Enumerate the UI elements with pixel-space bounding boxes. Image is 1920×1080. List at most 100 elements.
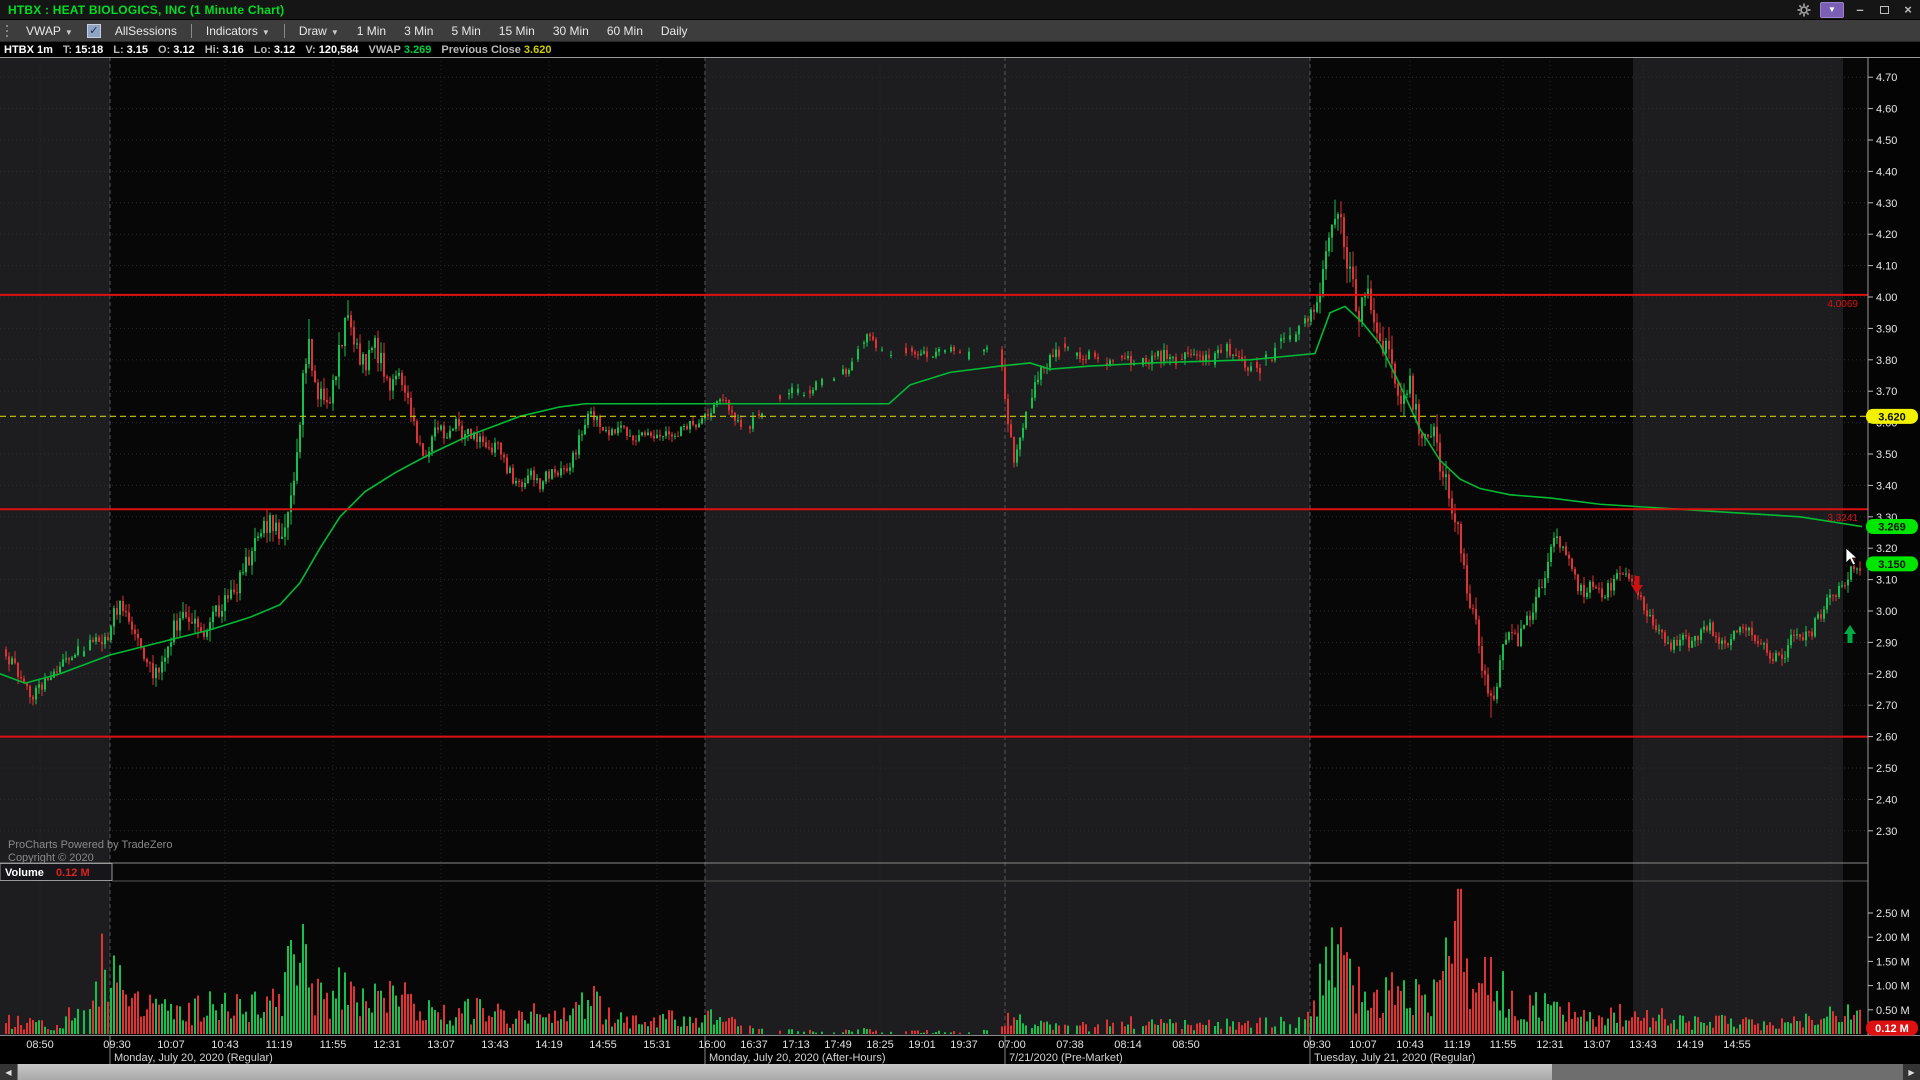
volume-tick-label: 0.50 M [1876,1005,1910,1017]
toolbar-button-allsessions[interactable]: AllSessions [114,23,177,38]
status-field-label: VWAP [368,43,401,56]
price-tick-label: 4.40 [1876,166,1897,178]
time-tick-label: 12:31 [1536,1039,1564,1051]
scroll-right-button[interactable]: ▶ [1903,1064,1920,1080]
session-date-label: Monday, July 20, 2020 (After-Hours) [709,1052,885,1064]
toolbar-button-3-min[interactable]: 3 Min [404,23,434,38]
status-field-value: 120,584 [318,43,359,56]
status-field-value: 3.12 [273,43,296,56]
status-field-value: 3.15 [126,43,149,56]
arrow-right-icon: ▶ [1908,1067,1915,1077]
scrollbar-track[interactable] [17,1064,1903,1080]
price-tick-label: 2.90 [1876,637,1897,649]
trade-markers [1631,576,1856,643]
watermark: ProCharts Powered by TradeZeroCopyright … [8,839,172,864]
status-field-value: 3.269 [403,43,432,56]
close-button[interactable]: × [1904,1,1912,17]
price-tick-label: 2.80 [1876,669,1897,681]
volume-tick-label: 2.00 M [1876,932,1910,944]
time-axis[interactable]: 08:50 09:30 10:07 10:43 11:19 11:55 12:31 13:07… [0,1036,1920,1064]
time-tick-label: 13:07 [427,1039,455,1051]
buy-arrow-icon [1847,634,1853,643]
time-tick-label: 18:25 [866,1039,894,1051]
status-field-label: Hi: [204,43,220,56]
status-field-label: V: [305,43,316,56]
time-tick-label: 07:38 [1056,1039,1084,1051]
status-field-label: O: [158,43,171,56]
price-tick-label: 4.00 [1876,292,1897,304]
status-field-value: 3.16 [222,43,244,56]
session-date-label: Monday, July 20, 2020 (Regular) [114,1052,273,1064]
price-tick-label: 2.40 [1876,794,1897,806]
toolbar-button-60-min[interactable]: 60 Min [606,23,643,38]
time-tick-label: 08:14 [1114,1039,1142,1051]
time-tick-label: 13:43 [481,1039,509,1051]
price-axis[interactable]: 4.70 4.60 4.50 4.40 4.30 4.20 4.10 4.00 3.90 3.80… [0,57,1920,1064]
settings-gear-icon[interactable] [1796,2,1812,18]
price-tick-label: 2.30 [1876,826,1897,838]
axis-price-badge [1866,519,1918,535]
time-tick-label: 08:50 [26,1039,54,1051]
volume-pane-value: 0.12 M [56,867,90,879]
horizontal-scrollbar[interactable]: ◀ ▶ [0,1064,1920,1080]
time-tick-label: 10:43 [211,1039,239,1051]
layout-dropdown-button[interactable]: ▼ [1820,1,1844,18]
price-tick-label: 2.70 [1876,700,1897,712]
time-tick-label: 07:00 [998,1039,1026,1051]
status-field-label: Previous Close [441,43,521,56]
price-tick-label: 3.10 [1876,575,1897,587]
status-field-label: L: [113,43,124,56]
toolbar-separator [190,23,192,38]
toolbar-grip-icon[interactable] [4,23,10,39]
price-tick-label: 3.20 [1876,543,1897,555]
chart-canvas[interactable]: 4.0069 3.3241 ProCharts Powered by TradeZe… [0,57,1920,1064]
volume-pane-label: Volume [5,867,44,879]
axis-badge-text: 3.150 [1878,559,1906,571]
price-tick-label: 3.00 [1876,606,1897,618]
price-tick-label: 4.10 [1876,261,1897,273]
minimize-button[interactable]: – [1856,1,1864,17]
scroll-left-button[interactable]: ◀ [0,1064,17,1080]
time-tick-label: 14:55 [589,1039,617,1051]
status-field-label: Lo: [253,43,271,56]
toolbar-button-15-min[interactable]: 15 Min [498,23,535,38]
toolbar-button-indicators[interactable]: Indicators ▼ [205,23,270,38]
window-title: HTBX : HEAT BIOLOGICS, INC (1 Minute Cha… [8,2,285,17]
toolbar-separator [283,23,285,38]
time-tick-label: 19:01 [908,1039,936,1051]
chevron-down-icon: ▼ [64,27,73,37]
axis-price-badge [1866,408,1918,424]
status-field-value: 15:18 [75,43,104,56]
svg-text:Copyright © 2020: Copyright © 2020 [8,852,94,864]
session-date-label: 7/21/2020 (Pre-Market) [1009,1052,1123,1064]
time-tick-label: 17:13 [782,1039,810,1051]
time-tick-label: 09:30 [103,1039,131,1051]
scrollbar-thumb[interactable] [18,1064,1552,1080]
time-tick-label: 11:19 [1444,1039,1471,1051]
toolbar-button-30-min[interactable]: 30 Min [552,23,589,38]
time-tick-label: 13:07 [1583,1039,1611,1051]
price-tick-label: 2.60 [1876,732,1897,744]
status-field-label: T: [62,43,73,56]
status-bar: HTBX 1m T: 15:18 L: 3.15 O: 3.12 Hi: 3.16 Lo: 3.12… [0,42,1920,57]
restore-button[interactable] [1876,2,1892,18]
price-level-lines: 4.0069 3.3241 [0,293,1868,738]
arrow-left-icon: ◀ [5,1067,12,1077]
time-tick-label: 11:55 [1490,1039,1517,1051]
price-tick-label: 3.80 [1876,355,1897,367]
toolbar-button-draw[interactable]: Draw ▼ [298,23,339,38]
axis-badge-text: 0.12 M [1875,1023,1909,1035]
axis-badge-text: 3.620 [1878,411,1906,423]
volume-tick-label: 1.50 M [1876,956,1910,968]
toolbar-button-vwap[interactable]: VWAP ▼ [26,23,73,38]
toolbar-button-daily[interactable]: Daily [660,23,688,38]
toolbar-button-1-min[interactable]: 1 Min [356,23,387,38]
toolbar-button-5-min[interactable]: 5 Min [451,23,481,38]
title-bar: HTBX : HEAT BIOLOGICS, INC (1 Minute Cha… [0,0,1920,20]
price-tick-label: 4.50 [1876,135,1897,147]
status-field-value: 3.12 [173,43,195,56]
time-tick-label: 10:43 [1396,1039,1424,1051]
allsessions-checkbox[interactable]: ✓ [86,23,101,38]
svg-text:ProCharts Powered by TradeZero: ProCharts Powered by TradeZero [8,839,172,851]
